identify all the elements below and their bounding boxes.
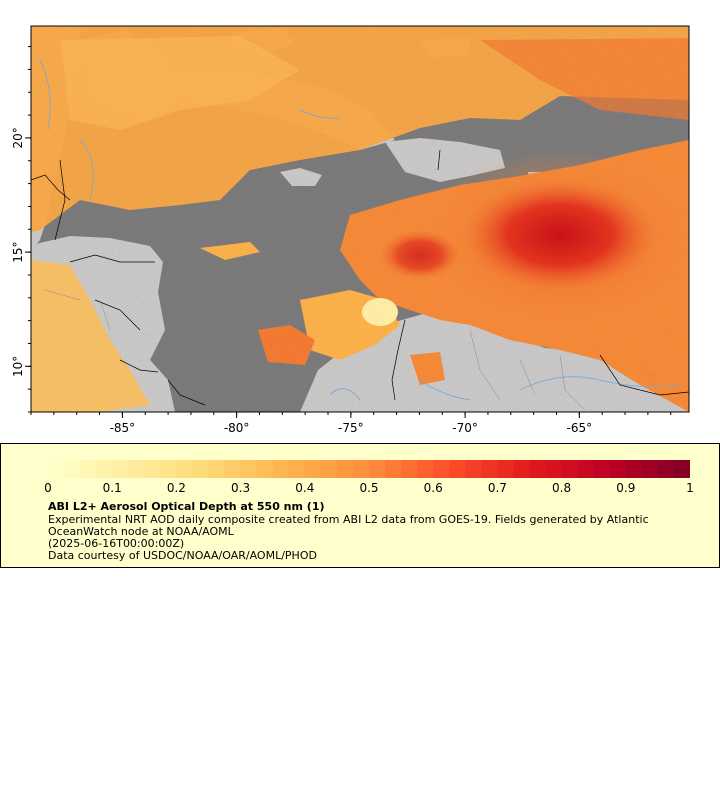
lon-tick-label: -70° bbox=[452, 421, 478, 435]
colorbar-bin bbox=[449, 460, 466, 478]
colorbar-bin bbox=[144, 460, 161, 478]
aod-map: -85° -80° -75° -70° -65° 20° 15° 10° bbox=[11, 25, 690, 435]
colorbar-bin bbox=[288, 460, 306, 478]
colorbar-bin bbox=[625, 460, 643, 478]
colorbar-bin bbox=[657, 460, 675, 478]
colorbar-bin bbox=[192, 460, 210, 478]
colorbar-bin bbox=[256, 460, 274, 478]
colorbar-bin bbox=[481, 460, 498, 478]
colorbar-bin bbox=[304, 460, 322, 478]
lon-tick-label: -65° bbox=[567, 421, 593, 435]
legend-date: (2025-06-16T00:00:00Z) bbox=[48, 537, 185, 550]
colorbar-tick-label: 0.4 bbox=[295, 481, 315, 495]
colorbar-bin bbox=[417, 460, 434, 478]
lat-tick-label: 15° bbox=[11, 241, 25, 262]
lat-tick-label: 10° bbox=[11, 356, 25, 377]
colorbar-bin bbox=[369, 460, 386, 478]
colorbar-bin bbox=[433, 460, 450, 478]
colorbar-bin bbox=[112, 460, 129, 478]
colorbar-bin bbox=[673, 460, 690, 478]
colorbar-tick-label: 0.2 bbox=[166, 481, 186, 495]
lon-tick-label: -80° bbox=[224, 421, 250, 435]
colorbar-bin bbox=[224, 460, 242, 478]
colorbar bbox=[48, 460, 690, 478]
legend-description: Experimental NRT AOD daily composite cre… bbox=[48, 513, 649, 538]
colorbar-tick-label: 1 bbox=[686, 481, 694, 495]
aod-field bbox=[31, 26, 689, 412]
colorbar-bin bbox=[545, 460, 563, 478]
lat-tick-label: 20° bbox=[11, 127, 25, 148]
legend-panel: 0 0.1 0.2 0.3 0.4 0.5 0.6 0.7 0.8 0.9 1 ABI L2+ Ae… bbox=[0, 443, 720, 568]
colorbar-bin bbox=[96, 460, 113, 478]
colorbar-bin bbox=[160, 460, 177, 478]
colorbar-tick-label: 0.1 bbox=[102, 481, 122, 495]
colorbar-bin bbox=[593, 460, 611, 478]
lon-tick-label: -85° bbox=[110, 421, 136, 435]
colorbar-bin bbox=[529, 460, 547, 478]
colorbar-bin bbox=[352, 460, 370, 478]
colorbar-bin bbox=[240, 460, 258, 478]
legend-credit: Data courtesy of USDOC/NOAA/OAR/AOML/PHO… bbox=[48, 549, 317, 562]
colorbar-bin bbox=[176, 460, 194, 478]
colorbar-tick-label: 0 bbox=[44, 481, 52, 495]
legend-title: ABI L2+ Aerosol Optical Depth at 550 nm … bbox=[48, 500, 325, 513]
colorbar-bin bbox=[80, 460, 97, 478]
colorbar-bin bbox=[497, 460, 515, 478]
longitude-axis: -85° -80° -75° -70° -65° bbox=[30, 412, 672, 435]
colorbar-tick-label: 0.8 bbox=[552, 481, 572, 495]
colorbar-tick-label: 0.7 bbox=[487, 481, 507, 495]
colorbar-bin bbox=[208, 460, 226, 478]
colorbar-tick-label: 0.3 bbox=[231, 481, 251, 495]
colorbar-bin bbox=[48, 460, 65, 478]
colorbar-bin bbox=[64, 460, 81, 478]
colorbar-bin bbox=[385, 460, 402, 478]
colorbar-bin bbox=[641, 460, 659, 478]
colorbar-bin bbox=[577, 460, 595, 478]
colorbar-bin bbox=[561, 460, 579, 478]
colorbar-bin bbox=[513, 460, 531, 478]
colorbar-tick-label: 0.5 bbox=[359, 481, 379, 495]
province-borders bbox=[44, 289, 656, 411]
colorbar-bin bbox=[128, 460, 145, 478]
colorbar-tick-label: 0.9 bbox=[616, 481, 636, 495]
map-panel: -85° -80° -75° -70° -65° 20° 15° 10° bbox=[11, 25, 690, 435]
rivers bbox=[39, 59, 681, 401]
latitude-axis: 20° 15° 10° bbox=[11, 46, 31, 413]
colorbar-bin bbox=[609, 460, 627, 478]
colorbar-bin bbox=[336, 460, 354, 478]
colorbar-bin bbox=[401, 460, 418, 478]
colorbar-tick-label: 0.6 bbox=[423, 481, 443, 495]
colorbar-bin bbox=[465, 460, 482, 478]
lon-tick-label: -75° bbox=[338, 421, 364, 435]
colorbar-bin bbox=[272, 460, 290, 478]
colorbar-bin bbox=[320, 460, 338, 478]
map-frame bbox=[30, 25, 690, 413]
country-borders bbox=[31, 149, 689, 406]
